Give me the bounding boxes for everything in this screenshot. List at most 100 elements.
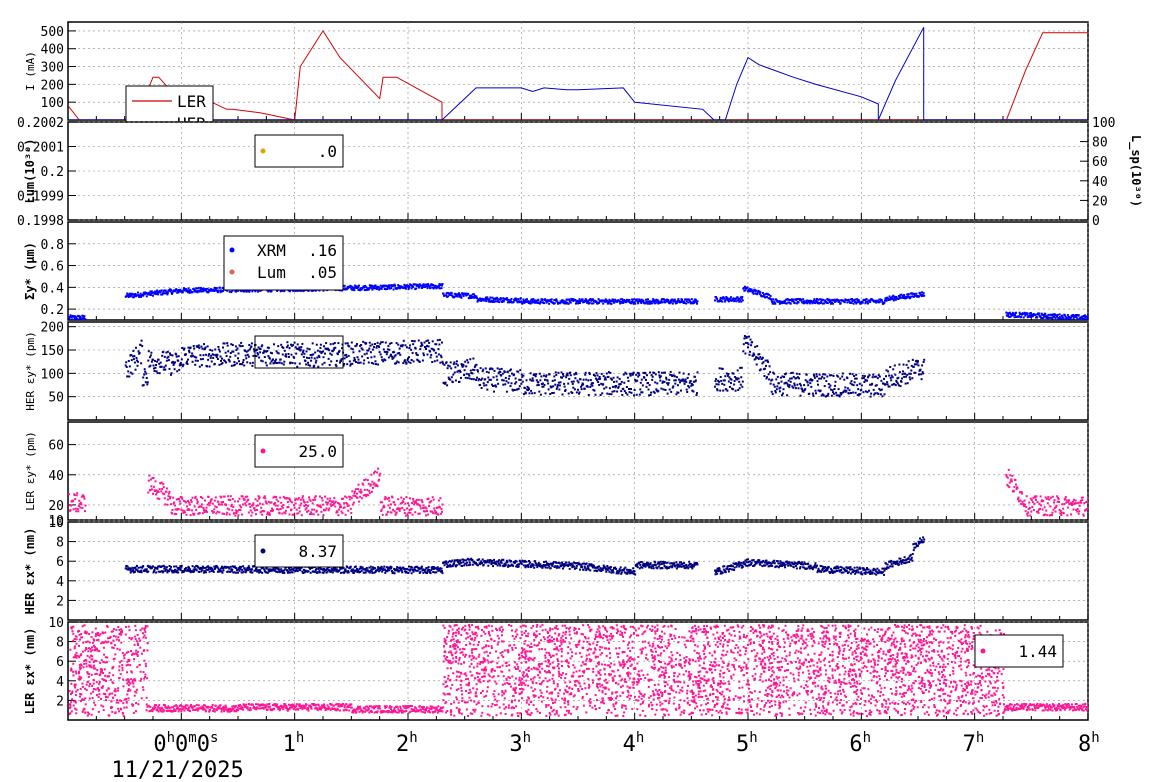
- data-point: [198, 365, 201, 368]
- data-point: [809, 378, 812, 381]
- data-point: [440, 508, 443, 511]
- data-point: [272, 568, 274, 571]
- data-point: [890, 374, 893, 377]
- data-point: [338, 349, 341, 352]
- data-point: [823, 302, 826, 305]
- data-point: [235, 567, 238, 570]
- data-point: [468, 377, 471, 380]
- data-point: [170, 373, 172, 376]
- data-point: [350, 287, 353, 290]
- data-point: [155, 293, 158, 296]
- data-point: [808, 302, 811, 305]
- data-point: [339, 361, 341, 364]
- data-point: [228, 359, 231, 362]
- data-point: [245, 570, 248, 573]
- data-point: [1077, 314, 1080, 317]
- data-point: [323, 345, 325, 348]
- data-point: [359, 565, 362, 568]
- data-point: [1055, 314, 1058, 317]
- data-point: [186, 289, 189, 292]
- data-point: [917, 360, 919, 363]
- data-point: [270, 360, 273, 363]
- data-point: [154, 366, 157, 369]
- data-point: [414, 511, 417, 514]
- data-point: [882, 382, 885, 385]
- data-point: [222, 495, 225, 498]
- data-point: [905, 297, 908, 300]
- data-point: [310, 513, 313, 515]
- data-point: [596, 379, 598, 382]
- data-point: [212, 288, 215, 291]
- data-point: [188, 291, 191, 294]
- data-point: [168, 367, 171, 370]
- data-point: [630, 388, 632, 390]
- data-point: [572, 386, 575, 389]
- data-point: [69, 509, 72, 512]
- data-point: [188, 290, 190, 293]
- data-point: [541, 382, 544, 385]
- data-point: [208, 365, 211, 368]
- data-point: [834, 384, 836, 387]
- data-point: [488, 378, 491, 381]
- data-point: [748, 353, 751, 356]
- data-point: [335, 359, 338, 362]
- data-point: [1044, 513, 1047, 516]
- data-point: [330, 353, 333, 356]
- data-point: [167, 359, 170, 362]
- data-point: [201, 497, 204, 500]
- data-point: [903, 375, 906, 378]
- data-point: [276, 504, 279, 507]
- data-point: [233, 571, 236, 574]
- data-point: [167, 570, 170, 573]
- data-point: [166, 293, 169, 296]
- data-point: [524, 392, 527, 395]
- data-point: [659, 301, 662, 304]
- data-point: [279, 290, 282, 293]
- data-point: [75, 510, 78, 513]
- data-point: [396, 360, 399, 363]
- data-point: [380, 567, 383, 570]
- data-point: [464, 376, 467, 379]
- legend-label-xrm: XRM: [257, 241, 286, 260]
- data-point: [774, 302, 777, 305]
- data-point: [1072, 500, 1074, 503]
- data-point: [441, 360, 444, 363]
- data-point: [622, 387, 625, 390]
- data-point: [363, 353, 366, 356]
- data-point: [358, 571, 360, 574]
- data-point: [269, 568, 272, 571]
- data-point: [381, 286, 384, 288]
- data-point: [418, 283, 421, 286]
- data-point: [260, 359, 263, 362]
- data-point: [369, 344, 372, 347]
- data-point: [820, 300, 823, 303]
- data-point: [1061, 503, 1064, 506]
- data-point: [383, 350, 386, 353]
- data-point: [439, 354, 442, 357]
- data-point: [138, 351, 141, 354]
- data-point: [130, 570, 133, 573]
- data-point: [316, 349, 319, 352]
- data-point: [1076, 510, 1079, 513]
- data-point: [686, 376, 689, 379]
- data-point: [553, 302, 556, 305]
- data-point: [772, 298, 775, 301]
- data-point: [326, 567, 329, 570]
- data-point: [359, 361, 362, 364]
- data-point: [806, 299, 809, 302]
- data-point: [518, 378, 521, 381]
- data-point: [179, 361, 182, 364]
- data-point: [378, 288, 381, 291]
- data-point: [922, 361, 925, 363]
- data-point: [456, 295, 459, 298]
- data-point: [873, 375, 876, 378]
- data-point: [393, 567, 396, 570]
- data-point: [215, 287, 218, 290]
- data-point: [759, 368, 762, 371]
- data-point: [644, 372, 647, 375]
- data-point: [390, 511, 393, 514]
- data-point: [356, 343, 358, 345]
- data-point: [252, 348, 255, 351]
- data-point: [441, 510, 443, 513]
